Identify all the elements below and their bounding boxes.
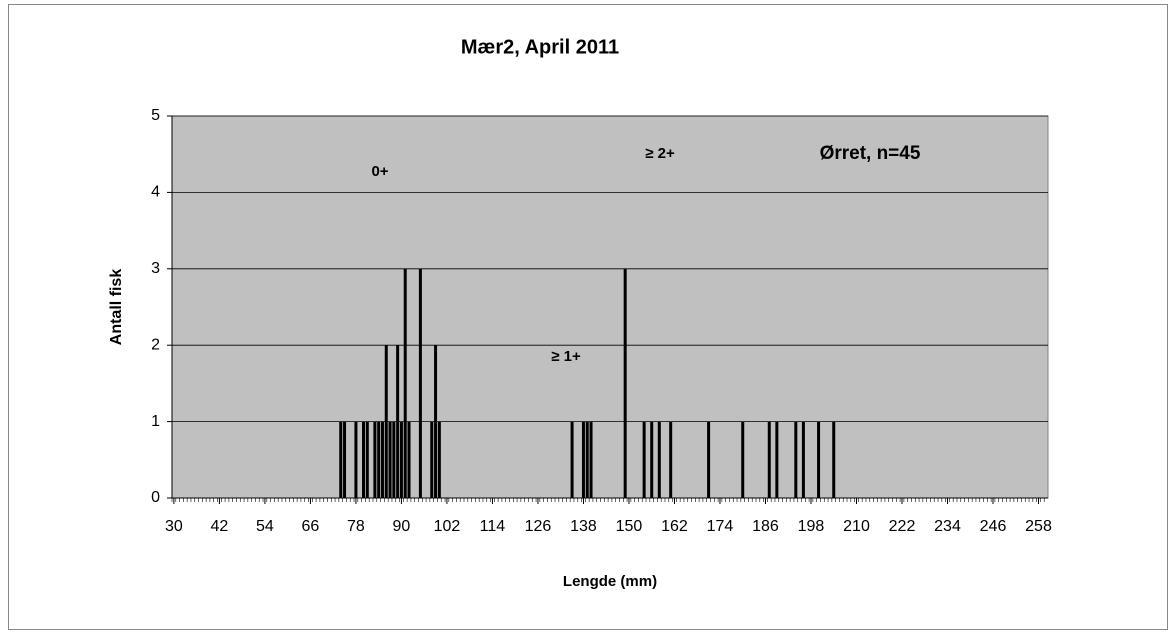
x-tick-label: 210	[843, 518, 870, 535]
bar	[380, 421, 384, 498]
bar	[794, 421, 798, 498]
y-tick-label: 2	[151, 336, 160, 353]
x-tick-label: 258	[1025, 518, 1052, 535]
x-tick-label: 234	[934, 518, 961, 535]
bar	[339, 421, 343, 498]
chart-title: Mær2, April 2011	[461, 36, 619, 58]
bar	[388, 421, 392, 498]
y-tick-label: 0	[151, 489, 160, 506]
bar	[775, 421, 779, 498]
bar	[403, 268, 407, 498]
bar	[430, 421, 434, 498]
x-tick-label: 138	[570, 518, 597, 535]
x-tick-label: 246	[980, 518, 1007, 535]
bar	[801, 421, 805, 498]
bar	[377, 421, 381, 498]
bar	[392, 421, 396, 498]
bar	[365, 421, 369, 498]
bar	[657, 421, 661, 498]
annotation: Ørret, n=45	[820, 143, 921, 164]
x-tick-label: 186	[752, 518, 779, 535]
bar	[650, 421, 654, 498]
bar	[623, 268, 627, 498]
bar	[437, 421, 441, 498]
bar	[707, 421, 711, 498]
x-tick-label: 66	[302, 518, 320, 535]
bar	[354, 421, 358, 498]
x-tick-label: 78	[347, 518, 365, 535]
bar	[832, 421, 836, 498]
bar	[642, 421, 646, 498]
bar	[589, 421, 593, 498]
bar	[396, 345, 400, 498]
y-tick-label: 5	[151, 107, 160, 124]
annotation: ≥ 2+	[645, 145, 675, 162]
x-tick-label: 42	[211, 518, 229, 535]
bar	[434, 345, 438, 498]
bar	[343, 421, 347, 498]
x-tick-label: 90	[393, 518, 411, 535]
x-tick-label: 174	[707, 518, 734, 535]
bar	[741, 421, 745, 498]
bar	[373, 421, 377, 498]
y-axis-label: Antall fisk	[108, 269, 125, 346]
y-tick-label: 4	[151, 184, 160, 201]
bar	[418, 268, 422, 498]
x-tick-label: 30	[165, 518, 183, 535]
x-tick-label: 126	[525, 518, 552, 535]
bar	[585, 421, 589, 498]
bar	[407, 421, 411, 498]
x-tick-label: 150	[616, 518, 643, 535]
bar	[570, 421, 574, 498]
annotation: ≥ 1+	[551, 348, 581, 365]
bar	[817, 421, 821, 498]
bar	[669, 421, 673, 498]
x-tick-label: 162	[661, 518, 688, 535]
bar	[362, 421, 366, 498]
bar	[581, 421, 585, 498]
y-tick-label: 1	[151, 413, 160, 430]
bar	[767, 421, 771, 498]
x-tick-label: 114	[480, 518, 506, 535]
y-tick-label: 3	[151, 260, 160, 277]
x-axis-label: Lengde (mm)	[563, 573, 657, 590]
x-tick-label: 198	[798, 518, 825, 535]
x-tick-label: 102	[434, 518, 461, 535]
x-tick-label: 222	[889, 518, 916, 535]
plot-area	[171, 115, 1049, 499]
bar	[399, 421, 403, 498]
bar	[384, 345, 388, 498]
annotation: 0+	[371, 163, 388, 180]
x-tick-label: 54	[256, 518, 274, 535]
